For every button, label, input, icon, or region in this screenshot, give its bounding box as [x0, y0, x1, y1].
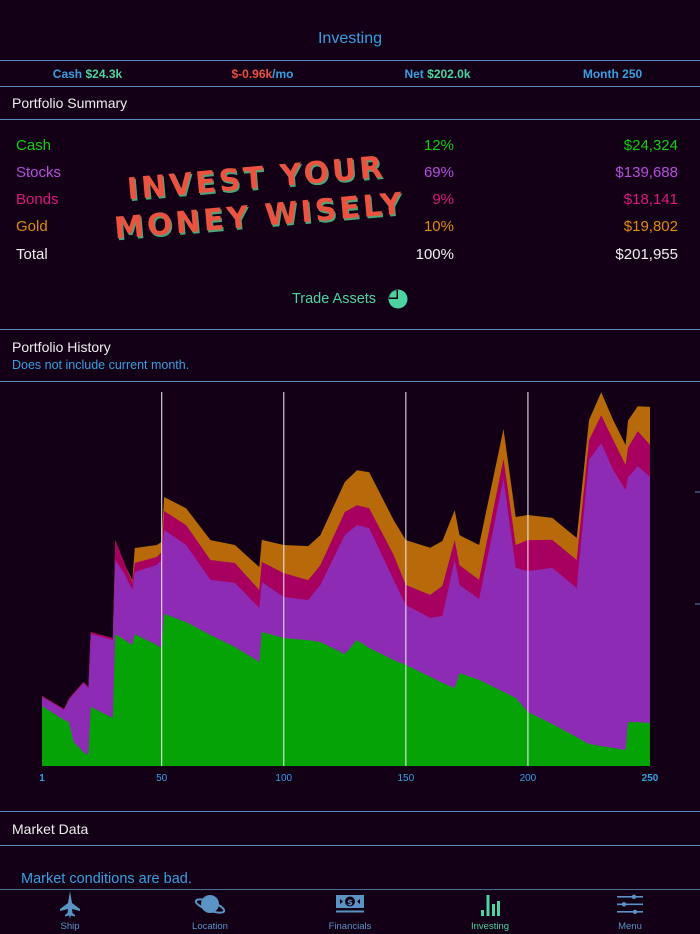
planet-icon — [194, 895, 226, 914]
divider — [0, 60, 700, 61]
summary-row-total: Total 100% $201,955 — [16, 246, 678, 268]
stat-month: Month 250 — [525, 62, 700, 86]
x-tick-label: 150 — [397, 773, 414, 784]
tab-label: Location — [192, 921, 228, 932]
row-percent: 9% — [432, 191, 454, 208]
pie-chart-icon — [388, 289, 408, 309]
market-data-title: Market Data — [12, 821, 89, 837]
tab-label: Investing — [470, 921, 510, 932]
row-label: Gold — [16, 218, 48, 235]
summary-row-gold: Gold 10% $19,802 — [16, 218, 678, 240]
x-tick-label: 50 — [156, 773, 168, 784]
x-tick-label: 250 — [642, 773, 659, 784]
page-title: Investing — [317, 30, 383, 47]
row-percent: 69% — [423, 164, 454, 181]
row-amount: $24,324 — [623, 137, 678, 154]
stat-cash-value: $24.3k — [85, 67, 123, 81]
divider — [0, 119, 700, 120]
stat-net-value: $202.0k — [427, 67, 471, 81]
x-tick-label: 200 — [520, 773, 537, 784]
summary-row-bonds: Bonds 9% $18,141 — [16, 191, 678, 213]
portfolio-history-subtitle: Does not include current month. — [12, 358, 190, 372]
x-tick-label: 1 — [39, 773, 45, 784]
portfolio-history-chart: 1 50 100 150 200 250 — [39, 392, 700, 784]
row-amount: $201,955 — [615, 246, 678, 263]
market-status: Market conditions are bad. — [21, 871, 192, 887]
svg-text:$: $ — [347, 898, 353, 907]
row-percent: 100% — [415, 246, 454, 263]
jet-icon — [60, 891, 80, 919]
divider — [0, 329, 700, 330]
tab-location[interactable]: Location — [140, 889, 280, 934]
stat-cashflow: $-0.96k/mo — [175, 62, 350, 86]
tab-label: Menu — [618, 921, 642, 932]
stat-cashflow-unit: /mo — [272, 67, 294, 81]
x-tick-label: 100 — [275, 773, 292, 784]
series-cash-area — [42, 614, 650, 766]
stat-cash: Cash $24.3k — [0, 62, 175, 86]
divider — [0, 811, 700, 812]
row-percent: 10% — [423, 218, 454, 235]
stats-bar: Cash $24.3k $-0.96k/mo Net $202.0k Month… — [0, 62, 700, 86]
tab-bar: Ship Location $ Financials Investing — [0, 889, 700, 934]
row-label: Stocks — [16, 164, 62, 181]
row-amount: $18,141 — [623, 191, 678, 208]
row-label: Bonds — [16, 191, 59, 208]
tab-menu[interactable]: Menu — [560, 889, 700, 934]
stat-net-label: Net — [404, 67, 424, 81]
portfolio-history-title: Portfolio History — [12, 339, 111, 355]
tab-financials[interactable]: $ Financials — [280, 889, 420, 934]
summary-row-cash: Cash 12% $24,324 — [16, 137, 678, 159]
summary-row-stocks: Stocks 69% $139,688 — [16, 164, 678, 186]
sliders-icon — [617, 894, 643, 914]
stat-cash-label: Cash — [52, 67, 83, 81]
row-label: Total — [16, 246, 48, 263]
row-amount: $19,802 — [623, 218, 678, 235]
banknote-icon: $ — [336, 895, 364, 913]
tab-ship[interactable]: Ship — [0, 889, 140, 934]
divider — [0, 381, 700, 382]
stat-month-label: Month 250 — [582, 67, 643, 81]
tab-investing[interactable]: Investing — [420, 889, 560, 934]
bar-chart-icon — [481, 895, 500, 916]
stat-cashflow-value: $-0.96k — [231, 67, 273, 81]
divider — [0, 845, 700, 846]
row-amount: $139,688 — [615, 164, 678, 181]
trade-assets-button[interactable]: Trade Assets — [0, 289, 700, 309]
tab-label: Financials — [328, 921, 372, 932]
divider — [0, 889, 700, 890]
row-label: Cash — [16, 137, 52, 154]
portfolio-summary-title: Portfolio Summary — [12, 95, 128, 111]
divider — [0, 86, 700, 87]
row-percent: 12% — [423, 137, 454, 154]
stat-net: Net $202.0k — [350, 62, 525, 86]
tab-label: Ship — [60, 921, 80, 932]
trade-assets-label: Trade Assets — [291, 291, 377, 307]
